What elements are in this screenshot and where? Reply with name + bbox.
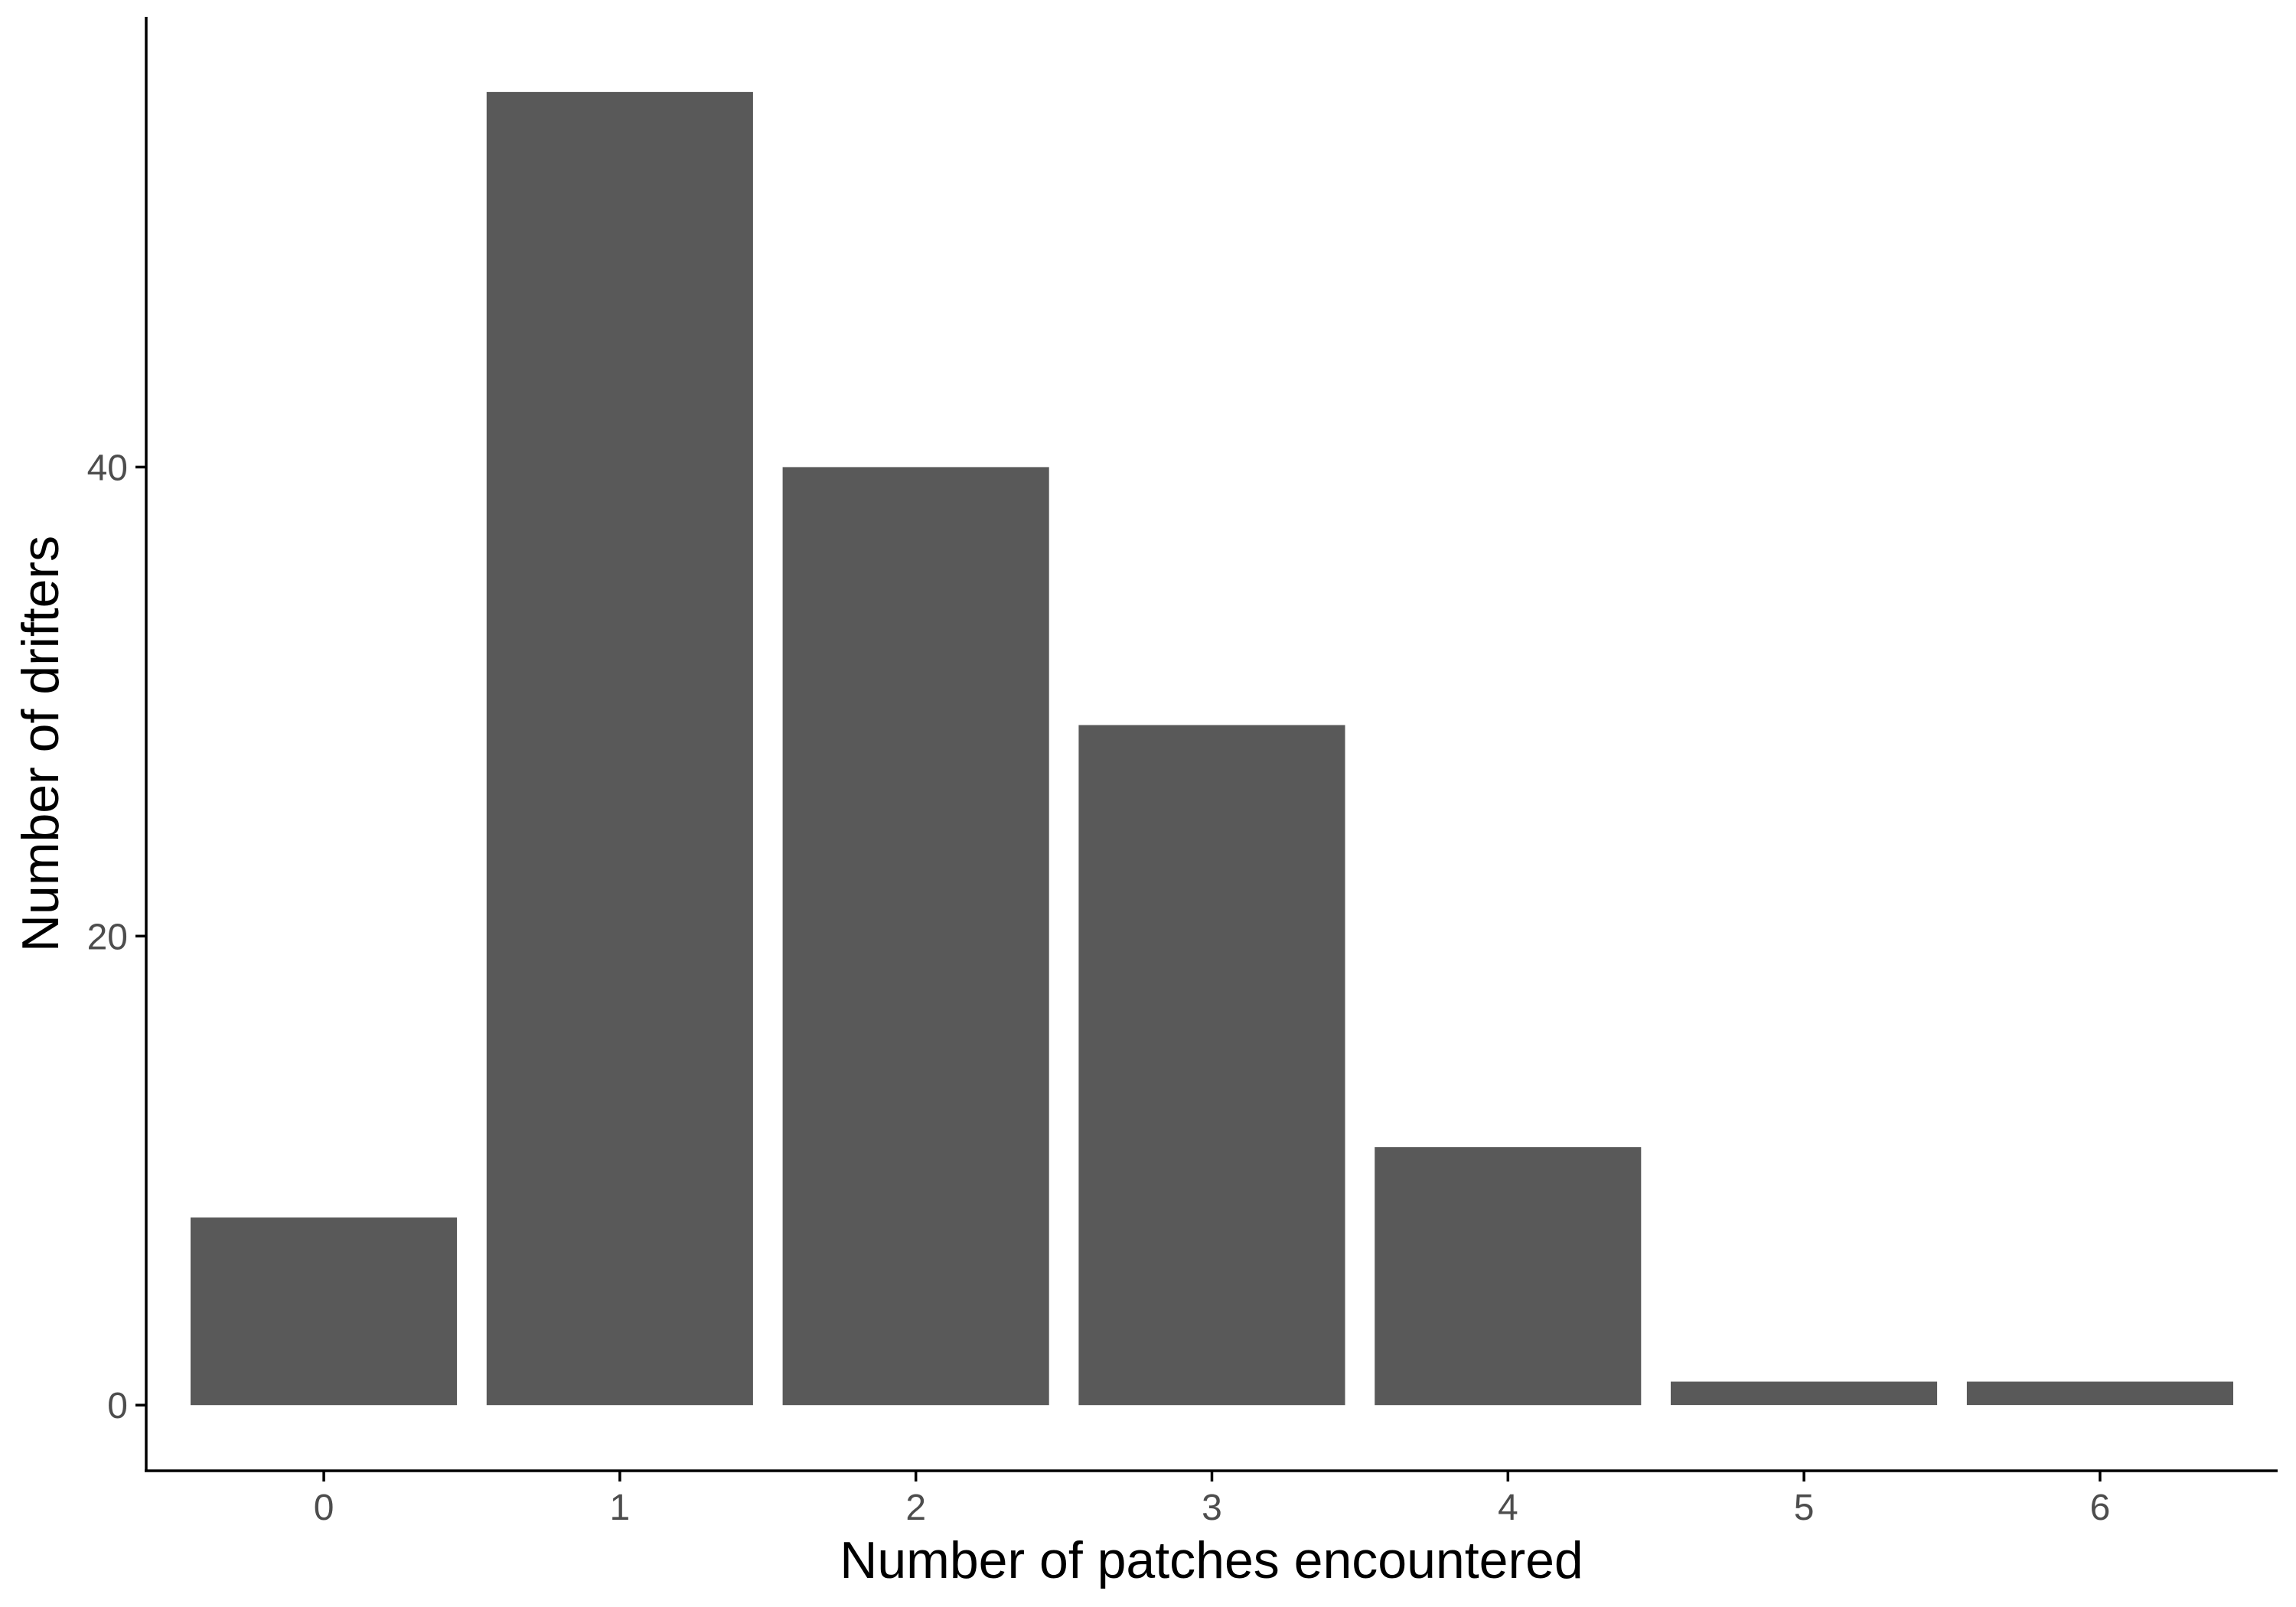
x-axis-title: Number of patches encountered [840,1531,1583,1589]
y-tick-label: 20 [87,917,128,957]
x-tick-label: 5 [1794,1488,1815,1528]
x-tick-label: 0 [314,1488,334,1528]
bar-4 [1375,1147,1642,1406]
y-axis-ticks: 0 20 40 [87,448,146,1426]
x-axis-ticks: 0 1 2 3 4 5 6 [314,1471,2111,1528]
bars [191,92,2233,1406]
x-tick-label: 2 [905,1488,926,1528]
bar-5 [1671,1381,1938,1406]
x-tick-label: 1 [610,1488,631,1528]
x-tick-label: 3 [1202,1488,1222,1528]
x-tick-label: 6 [2090,1488,2111,1528]
x-tick-label: 4 [1498,1488,1518,1528]
y-axis-title: Number of drifters [11,536,70,952]
bar-3 [1078,725,1345,1406]
bar-6 [1966,1381,2233,1406]
y-tick-label: 0 [107,1386,128,1426]
y-tick-label: 40 [87,448,128,488]
bar-0 [191,1217,458,1406]
bar-1 [486,92,753,1406]
plot-area: 0 20 40 0 1 2 3 4 5 6 [87,17,2278,1528]
bar-2 [782,467,1049,1406]
